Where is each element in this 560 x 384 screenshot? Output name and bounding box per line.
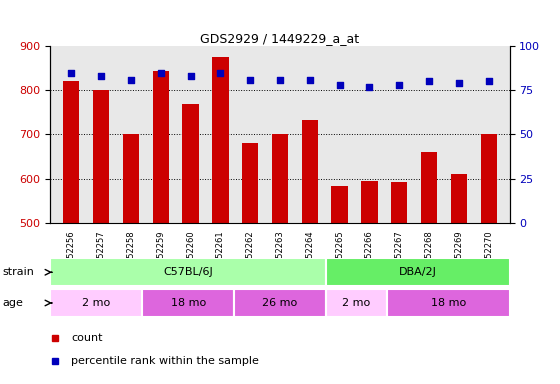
Bar <box>326 258 510 286</box>
Bar <box>387 289 510 317</box>
Bar <box>302 120 318 223</box>
Point <box>156 70 165 76</box>
Point <box>484 78 493 84</box>
Bar <box>451 174 467 223</box>
Text: 18 mo: 18 mo <box>431 298 466 308</box>
Bar <box>183 104 199 223</box>
Bar <box>63 81 80 223</box>
Text: 18 mo: 18 mo <box>171 298 206 308</box>
Text: DBA/2J: DBA/2J <box>399 267 437 277</box>
Bar <box>242 143 258 223</box>
Point <box>365 84 374 90</box>
Point <box>216 70 225 76</box>
Point <box>186 73 195 79</box>
Text: count: count <box>71 333 102 343</box>
Point <box>335 82 344 88</box>
Point <box>395 82 404 88</box>
Point <box>67 70 76 76</box>
Text: 2 mo: 2 mo <box>342 298 371 308</box>
Point <box>127 76 136 83</box>
Bar <box>272 134 288 223</box>
Text: C57BL/6J: C57BL/6J <box>164 267 213 277</box>
Bar <box>421 152 437 223</box>
Text: strain: strain <box>3 267 35 277</box>
Point <box>424 78 433 84</box>
Bar <box>50 258 326 286</box>
Text: 2 mo: 2 mo <box>82 298 110 308</box>
Point <box>305 76 314 83</box>
Point <box>246 76 255 83</box>
Bar <box>50 289 142 317</box>
Text: percentile rank within the sample: percentile rank within the sample <box>71 356 259 366</box>
Point <box>276 76 284 83</box>
Bar <box>361 181 377 223</box>
Bar <box>332 186 348 223</box>
Point <box>454 80 463 86</box>
Bar <box>93 90 109 223</box>
Bar <box>152 71 169 223</box>
Bar <box>212 57 228 223</box>
Bar <box>480 134 497 223</box>
Bar <box>234 289 326 317</box>
Text: age: age <box>3 298 24 308</box>
Bar <box>326 289 387 317</box>
Bar <box>142 289 234 317</box>
Text: 26 mo: 26 mo <box>263 298 297 308</box>
Title: GDS2929 / 1449229_a_at: GDS2929 / 1449229_a_at <box>200 32 360 45</box>
Bar <box>123 134 139 223</box>
Bar <box>391 182 408 223</box>
Point <box>97 73 106 79</box>
